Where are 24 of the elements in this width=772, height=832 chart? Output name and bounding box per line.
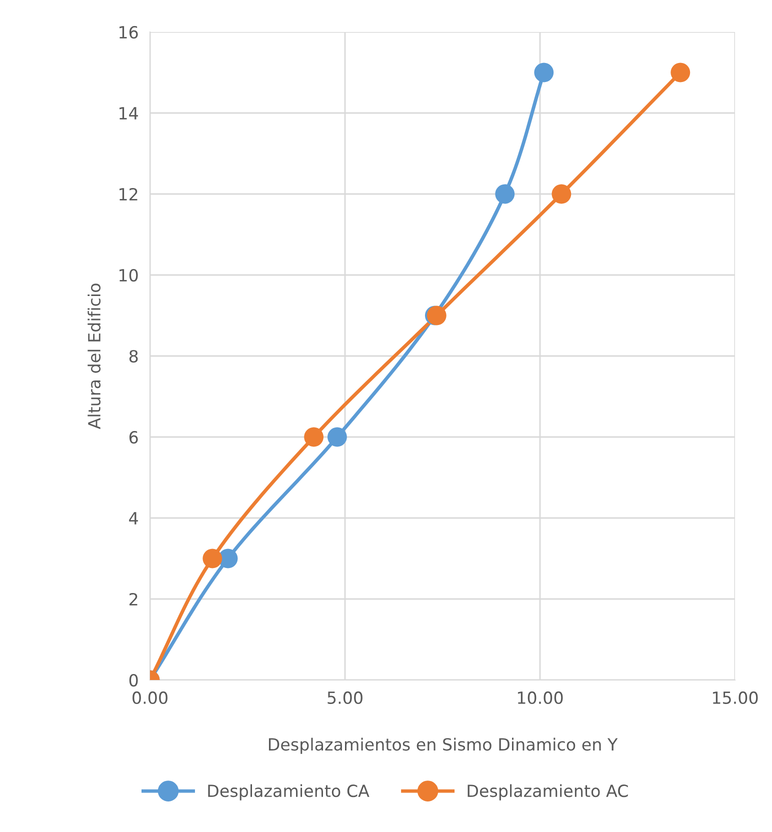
y-tick-label: 4	[129, 512, 138, 524]
point	[552, 184, 572, 204]
x-tick-label: 15.00	[712, 691, 758, 704]
point	[534, 62, 554, 82]
y-tick-label: 8	[129, 350, 138, 363]
y-axis-title: Altura del Edificio	[88, 284, 101, 430]
x-tick-label: 0.00	[132, 691, 168, 704]
y-tick-label: 6	[129, 430, 138, 444]
x-tick-label: 5.00	[328, 691, 362, 704]
y-tick-label: 0	[129, 674, 138, 687]
legend-label: Desplazamiento AC	[468, 784, 628, 800]
legend-label: Desplazamiento CA	[208, 784, 370, 800]
point	[304, 427, 324, 447]
x-tick-label: 10.00	[518, 691, 563, 704]
y-tick-label: 2	[130, 592, 138, 606]
y-tick-label: 16	[120, 26, 138, 39]
x-axis-title: Desplazamientos en Sismo Dinamico en Y	[268, 738, 618, 754]
y-tick-label: 12	[120, 188, 138, 200]
point	[670, 62, 690, 82]
y-tick-label: 10	[120, 268, 138, 282]
point	[495, 184, 515, 204]
point	[202, 548, 222, 568]
point	[327, 427, 347, 447]
y-tick-label: 14	[120, 107, 138, 120]
